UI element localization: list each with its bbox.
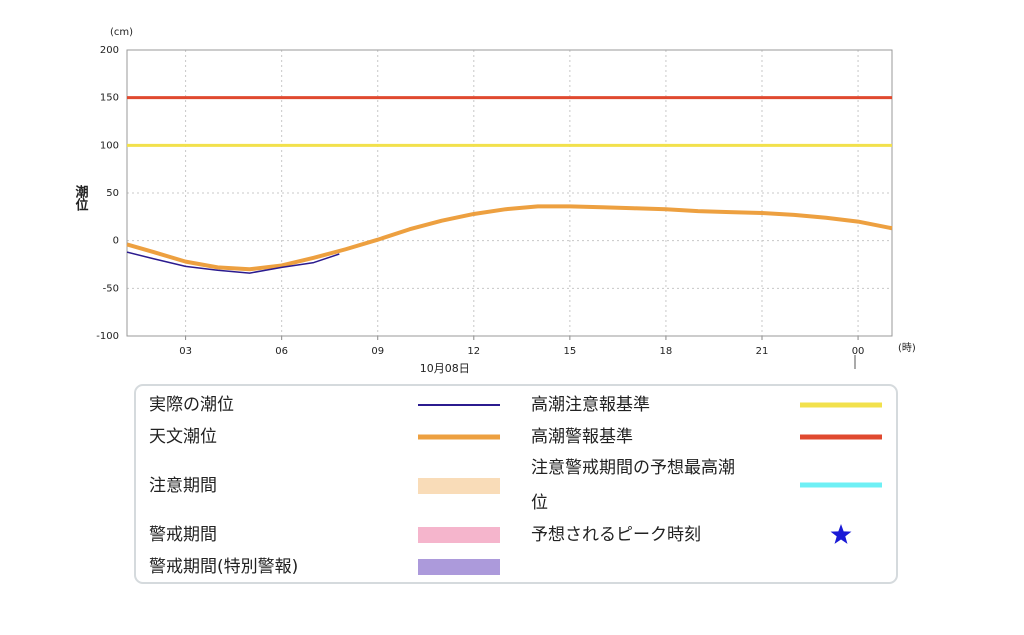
y-axis-title: 潮位 bbox=[73, 184, 89, 212]
legend-label: 高潮警報基準 bbox=[531, 427, 633, 447]
x-tick-label: 09 bbox=[371, 346, 384, 357]
date-label: 10月08日 bbox=[420, 362, 470, 375]
x-tick-label: 15 bbox=[563, 346, 576, 357]
legend-label-line: 注意警戒期間の予想最高潮 bbox=[531, 458, 735, 478]
y-tick-label: 0 bbox=[113, 236, 119, 247]
x-tick-label: 12 bbox=[467, 346, 480, 357]
series-line bbox=[126, 204, 893, 272]
x-unit: (時) bbox=[898, 342, 916, 354]
legend-label: 高潮注意報基準 bbox=[531, 395, 650, 415]
y-tick-label: 150 bbox=[100, 93, 119, 104]
x-tick-label: 06 bbox=[275, 346, 288, 357]
legend-swatch bbox=[418, 527, 500, 543]
legend-swatch bbox=[418, 478, 500, 494]
y-tick-label: -100 bbox=[96, 331, 119, 342]
legend-label: 警戒期間 bbox=[149, 525, 217, 545]
plot-border bbox=[126, 49, 893, 337]
legend-label: 予想されるピーク時刻 bbox=[531, 525, 701, 545]
legend-label-line: 位 bbox=[531, 493, 548, 513]
y-tick-label: -50 bbox=[103, 283, 119, 294]
legend-swatch bbox=[830, 524, 852, 544]
x-tick-label: 03 bbox=[179, 346, 192, 357]
legend-label: 注意警戒期間の予想最高潮位 bbox=[531, 458, 735, 513]
legend-label: 天文潮位 bbox=[149, 427, 217, 447]
y-tick-label: 50 bbox=[106, 188, 119, 199]
x-tick-label: 18 bbox=[660, 346, 673, 357]
legend-label: 警戒期間(特別警報) bbox=[149, 557, 298, 577]
x-tick-label: 21 bbox=[756, 346, 769, 357]
y-tick-label: 100 bbox=[100, 140, 119, 151]
legend-swatch bbox=[418, 559, 500, 575]
legend-box bbox=[134, 384, 898, 584]
y-tick-label: 200 bbox=[100, 45, 119, 56]
legend-label: 注意期間 bbox=[149, 476, 217, 496]
legend-label: 実際の潮位 bbox=[149, 395, 234, 415]
y-unit: (cm) bbox=[110, 27, 133, 38]
series-line bbox=[126, 251, 340, 274]
x-tick-label: 00 bbox=[852, 346, 865, 357]
